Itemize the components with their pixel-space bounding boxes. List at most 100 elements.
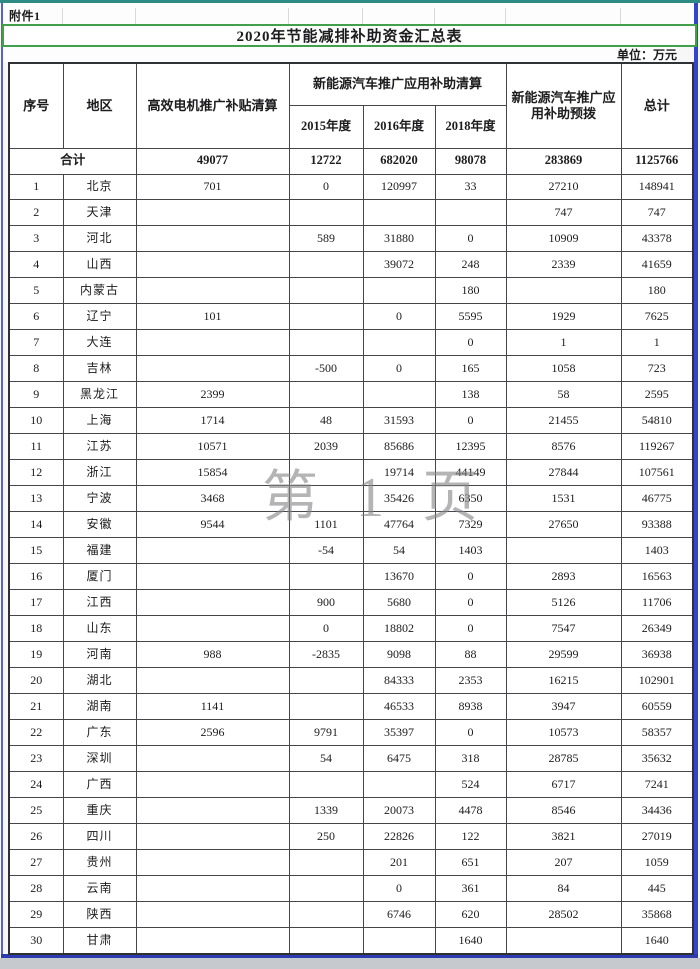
seq-cell: 24: [8, 770, 64, 798]
value-cell: [135, 614, 290, 642]
header-nev-prepay: 新能源汽车推广应用补助预拨: [505, 62, 622, 149]
table-header: 序号 地区 高效电机推广补贴清算 新能源汽车推广应用补助清算 新能源汽车推广应用…: [8, 62, 694, 149]
value-cell: [288, 848, 364, 876]
total-value-cell: 49077: [135, 147, 290, 175]
value-cell: 524: [434, 770, 507, 798]
page-title: 2020年节能减排补助资金汇总表: [236, 29, 463, 45]
value-cell: 250: [288, 822, 364, 850]
gridline: [135, 8, 136, 25]
value-cell: [135, 225, 290, 253]
table-row: 2 天津 747 747: [8, 199, 694, 227]
value-cell: 8546: [505, 796, 622, 824]
seq-cell: 27: [8, 848, 64, 876]
value-cell: [362, 381, 436, 409]
value-cell: [135, 796, 290, 824]
gridline: [62, 8, 63, 25]
value-cell: 35426: [362, 485, 436, 513]
value-cell: 6717: [505, 770, 622, 798]
total-value-cell: 1125766: [620, 147, 694, 175]
value-cell: 7547: [505, 614, 622, 642]
region-cell: 大连: [62, 329, 137, 357]
value-cell: 1059: [620, 848, 694, 876]
gridline: [505, 8, 506, 25]
value-cell: 35868: [620, 900, 694, 928]
value-cell: 58: [505, 381, 622, 409]
value-cell: 2893: [505, 563, 622, 590]
value-cell: [288, 900, 364, 928]
value-cell: 1058: [505, 355, 622, 383]
value-cell: [362, 770, 436, 798]
value-cell: 47764: [362, 511, 436, 539]
value-cell: 4478: [434, 796, 507, 824]
region-cell: 湖南: [62, 692, 137, 720]
value-cell: 84: [505, 874, 622, 902]
value-cell: 35397: [362, 718, 436, 746]
value-cell: 20073: [362, 796, 436, 824]
region-cell: 北京: [62, 173, 137, 201]
value-cell: 747: [505, 199, 622, 227]
header-year-2015: 2015年度: [288, 104, 364, 149]
value-cell: [288, 459, 364, 487]
value-cell: 13670: [362, 563, 436, 590]
value-cell: [362, 926, 436, 955]
value-cell: 5680: [362, 589, 436, 616]
value-cell: -500: [288, 355, 364, 383]
value-cell: 7625: [620, 303, 694, 331]
value-cell: 26349: [620, 614, 694, 642]
value-cell: 84333: [362, 666, 436, 694]
value-cell: [288, 563, 364, 590]
seq-cell: 12: [8, 459, 64, 487]
value-cell: 27844: [505, 459, 622, 487]
value-cell: 27210: [505, 173, 622, 201]
unit-label: 单位：万元: [616, 48, 677, 62]
value-cell: 3468: [135, 485, 290, 513]
header-year-2018: 2018年度: [434, 104, 507, 149]
attachment-label: 附件1: [9, 9, 41, 23]
value-cell: 21455: [505, 407, 622, 435]
region-cell: 甘肃: [62, 926, 137, 955]
value-cell: 1640: [620, 926, 694, 955]
value-cell: [288, 485, 364, 513]
title-box: 2020年节能减排补助资金汇总表: [2, 24, 697, 47]
value-cell: 165: [434, 355, 507, 383]
value-cell: [434, 199, 507, 227]
region-cell: 河北: [62, 225, 137, 253]
table-row: 11 江苏 10571 2039 85686 12395 8576 119267: [8, 433, 694, 461]
gridline: [434, 8, 435, 25]
value-cell: 318: [434, 744, 507, 772]
value-cell: 3947: [505, 692, 622, 720]
value-cell: 2353: [434, 666, 507, 694]
value-cell: 1: [620, 329, 694, 357]
value-cell: [135, 874, 290, 902]
value-cell: [505, 537, 622, 565]
value-cell: 34436: [620, 796, 694, 824]
value-cell: [135, 251, 290, 279]
value-cell: [288, 381, 364, 409]
value-cell: 6475: [362, 744, 436, 772]
table-row: 16 厦门 13670 0 2893 16563: [8, 563, 694, 590]
value-cell: [135, 770, 290, 798]
value-cell: [288, 199, 364, 227]
value-cell: -54: [288, 537, 364, 565]
header-total: 总计: [620, 62, 694, 149]
header-motor-settlement: 高效电机推广补贴清算: [135, 62, 290, 149]
value-cell: 6350: [434, 485, 507, 513]
page-frame-left: [1, 3, 3, 957]
table-row: 13 宁波 3468 35426 6350 1531 46775: [8, 485, 694, 513]
value-cell: 44149: [434, 459, 507, 487]
value-cell: [288, 303, 364, 331]
value-cell: 10573: [505, 718, 622, 746]
table-row: 23 深圳 54 6475 318 28785 35632: [8, 744, 694, 772]
seq-cell: 5: [8, 277, 64, 305]
value-cell: 36938: [620, 640, 694, 668]
value-cell: 54: [288, 744, 364, 772]
table-row: 5 内蒙古 180 180: [8, 277, 694, 305]
seq-cell: 17: [8, 589, 64, 616]
value-cell: 28785: [505, 744, 622, 772]
region-cell: 河南: [62, 640, 137, 668]
value-cell: 54810: [620, 407, 694, 435]
value-cell: 0: [434, 225, 507, 253]
header-year-2016: 2016年度: [362, 104, 436, 149]
value-cell: 33: [434, 173, 507, 201]
